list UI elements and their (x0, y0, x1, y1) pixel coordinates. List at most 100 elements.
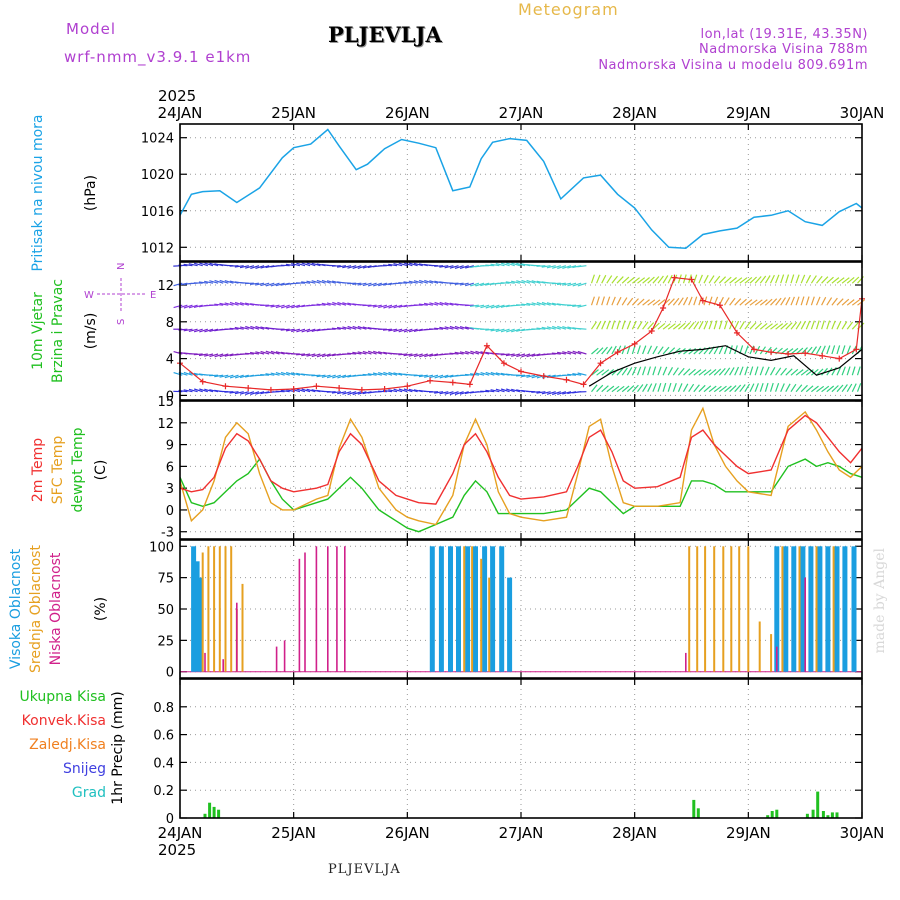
wind-barb (688, 348, 697, 355)
wind-barb (413, 328, 423, 332)
mid-cloud-bar (758, 621, 761, 672)
wind-barb (662, 346, 670, 355)
x-axis-bottom-label: 30JAN (840, 824, 885, 842)
wind-barb (224, 302, 234, 306)
wind-speed-marker (500, 360, 507, 367)
wind-barb (810, 296, 815, 306)
wind-barb (485, 304, 495, 309)
wind-barb (454, 265, 464, 269)
wind-barb (718, 368, 726, 376)
wind-barb (398, 262, 408, 267)
wind-barb (591, 384, 598, 393)
wind-barb (398, 304, 408, 308)
wind-barb (194, 388, 203, 393)
wind-barb (677, 383, 683, 392)
wind-barb (280, 328, 290, 331)
wind-barb (234, 391, 244, 395)
wind-barb (826, 385, 835, 393)
wind-barb (536, 280, 546, 284)
wind-barb (311, 328, 321, 332)
wind-barb (444, 302, 454, 306)
wind-barb (383, 371, 393, 376)
wind-barb (541, 265, 551, 268)
wind-barb (372, 304, 382, 308)
wind-barb (383, 304, 393, 309)
wind-barb (713, 275, 721, 284)
wind-barb (790, 347, 799, 355)
wind-barb (739, 384, 746, 393)
wind-barb (621, 367, 628, 376)
wind-speed-marker (580, 381, 587, 388)
wind-barb (403, 353, 413, 357)
y-tick-label: 1012 (141, 241, 174, 256)
wind-speed-marker (563, 376, 570, 383)
wind-barb (754, 366, 759, 376)
wind-barb (831, 277, 840, 284)
wind-barb (511, 262, 521, 267)
wind-barb (296, 388, 306, 393)
mid-cloud-bar (747, 546, 750, 672)
wind-barb (769, 367, 776, 376)
wind-barb (647, 366, 651, 376)
wind-barb (250, 282, 260, 285)
wind-barb (429, 302, 439, 306)
wind-barb (183, 328, 193, 332)
precip-bar (821, 811, 825, 818)
wind-barb (846, 345, 851, 355)
wind-barb (790, 274, 795, 284)
wind-barb (546, 265, 556, 269)
precip-bar (830, 812, 834, 818)
wind-barb (856, 383, 862, 392)
wind-barb (382, 328, 393, 331)
wind-barb (739, 366, 744, 376)
wind-barb (795, 274, 800, 284)
wind-barb (280, 304, 290, 309)
wind-barb (536, 301, 546, 306)
wind-barb (326, 302, 336, 306)
wind-axis-title: 10m Vjetar (30, 292, 46, 370)
wind-barb (419, 279, 428, 284)
wind-barb (657, 346, 664, 355)
wind-barb (362, 282, 372, 287)
wind-barb (703, 369, 712, 376)
wind-barb (662, 382, 667, 392)
wind-barb (546, 391, 556, 395)
wind-barb (708, 320, 713, 330)
wind-barb (347, 265, 357, 269)
wind-barb (265, 350, 275, 355)
wind-barb (775, 367, 782, 376)
temp-2m-axis-title: 2m Temp (30, 438, 46, 502)
wind-barb (526, 374, 536, 378)
wind-barb (234, 374, 244, 379)
precip-legend-item: Grad (72, 785, 106, 801)
wind-barb (362, 265, 372, 269)
wind-barb (744, 345, 749, 355)
high-cloud-bar (817, 546, 823, 672)
wind-barb (173, 351, 183, 355)
wind-barb (739, 321, 745, 330)
wind-barb (841, 345, 846, 355)
wind-barb (567, 265, 577, 269)
wind-barb (393, 263, 403, 267)
wind-barb (683, 368, 691, 376)
wind-barb (250, 325, 260, 330)
wind-speed-marker (427, 377, 434, 384)
wind-barb (378, 351, 388, 355)
high-cloud-axis-title: Visoka Oblacnost (8, 548, 24, 669)
wind-barb (601, 369, 610, 376)
wind-barb (729, 367, 735, 376)
wind-speed-marker (716, 302, 723, 309)
wind-barb (204, 262, 214, 267)
high-cloud-bar (490, 546, 496, 672)
wind-barb (744, 383, 751, 393)
wind-barb (693, 296, 698, 306)
wind-barb (270, 282, 280, 287)
wind-barb (459, 391, 469, 395)
wind-speed-marker (267, 386, 274, 393)
wind-barb (337, 301, 347, 306)
wind-barb (388, 371, 398, 376)
wind-barb (739, 298, 747, 306)
wind-barb (495, 328, 505, 333)
wind-barb (531, 353, 541, 357)
wind-barb (516, 280, 526, 284)
